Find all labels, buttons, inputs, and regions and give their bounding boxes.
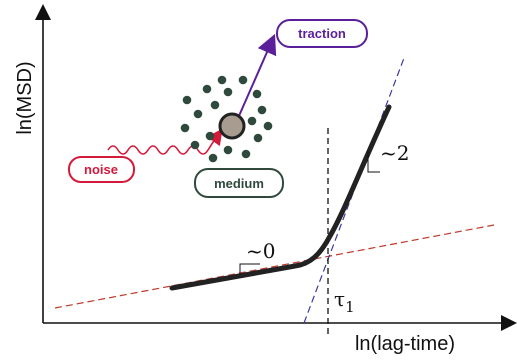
noise-tag: noise bbox=[68, 156, 135, 183]
medium-particle bbox=[217, 75, 227, 85]
medium-particle bbox=[208, 153, 218, 163]
medium-particle bbox=[205, 131, 215, 141]
slope-triangle-high bbox=[367, 151, 380, 173]
medium-particle bbox=[193, 109, 203, 119]
medium-particle bbox=[252, 89, 262, 99]
medium-particle bbox=[241, 149, 251, 159]
medium-tag: medium bbox=[194, 168, 284, 198]
y-axis-label: ln(MSD) bbox=[14, 61, 36, 134]
traction-tag: traction bbox=[276, 19, 368, 48]
x-axis-label: ln(lag-time) bbox=[355, 333, 455, 355]
medium-particle bbox=[253, 133, 263, 143]
traction-tag-label: traction bbox=[298, 26, 346, 41]
noise-tag-label: noise bbox=[84, 162, 118, 177]
medium-particle bbox=[182, 95, 192, 105]
slope-label-high: ~2 bbox=[380, 141, 409, 165]
medium-particle bbox=[257, 105, 267, 115]
noise-wavy-arrow bbox=[107, 128, 223, 155]
traction-arrow bbox=[234, 33, 277, 126]
slope-label-low: ~0 bbox=[246, 239, 275, 263]
low-slope-asymptote bbox=[54, 224, 495, 309]
medium-particles bbox=[180, 75, 273, 163]
tau-subscript: 1 bbox=[345, 298, 355, 316]
slope-triangle-low bbox=[239, 263, 260, 274]
high-slope-asymptote bbox=[303, 57, 405, 324]
medium-particle bbox=[247, 116, 257, 126]
medium-particle bbox=[238, 75, 248, 85]
tau-label: τ1 bbox=[334, 287, 355, 316]
medium-particle bbox=[223, 145, 233, 155]
tracer-particle bbox=[218, 112, 246, 140]
msd-curve bbox=[169, 104, 392, 291]
medium-particle bbox=[210, 100, 220, 110]
tau-symbol: τ bbox=[334, 287, 345, 311]
medium-particle bbox=[180, 123, 190, 133]
medium-tag-label: medium bbox=[214, 176, 264, 191]
medium-particle bbox=[223, 87, 233, 97]
medium-particle bbox=[190, 140, 200, 150]
medium-particle bbox=[202, 84, 212, 94]
medium-particle bbox=[263, 121, 273, 131]
